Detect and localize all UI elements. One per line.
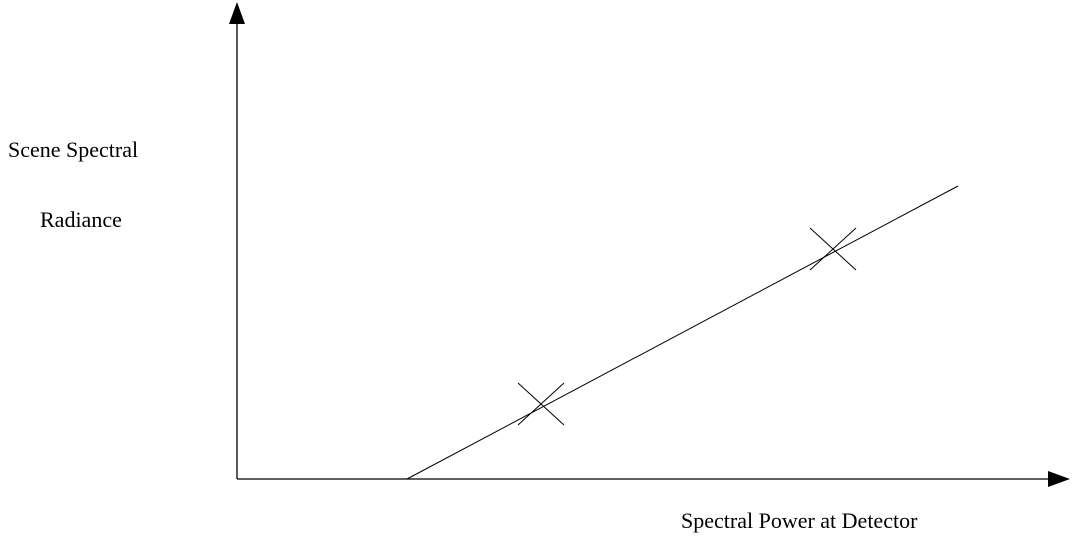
calibration-point-2 <box>809 227 857 271</box>
calibration-line <box>406 185 959 480</box>
y-axis-arrowhead <box>229 2 245 24</box>
calibration-point-1 <box>517 382 565 426</box>
x-axis-arrowhead <box>1048 471 1070 487</box>
y-axis-label-line-1: Scene Spectral <box>8 137 139 162</box>
y-axis-label-line-2: Radiance <box>40 207 122 232</box>
x-axis-label: Spectral Power at Detector <box>681 508 918 533</box>
